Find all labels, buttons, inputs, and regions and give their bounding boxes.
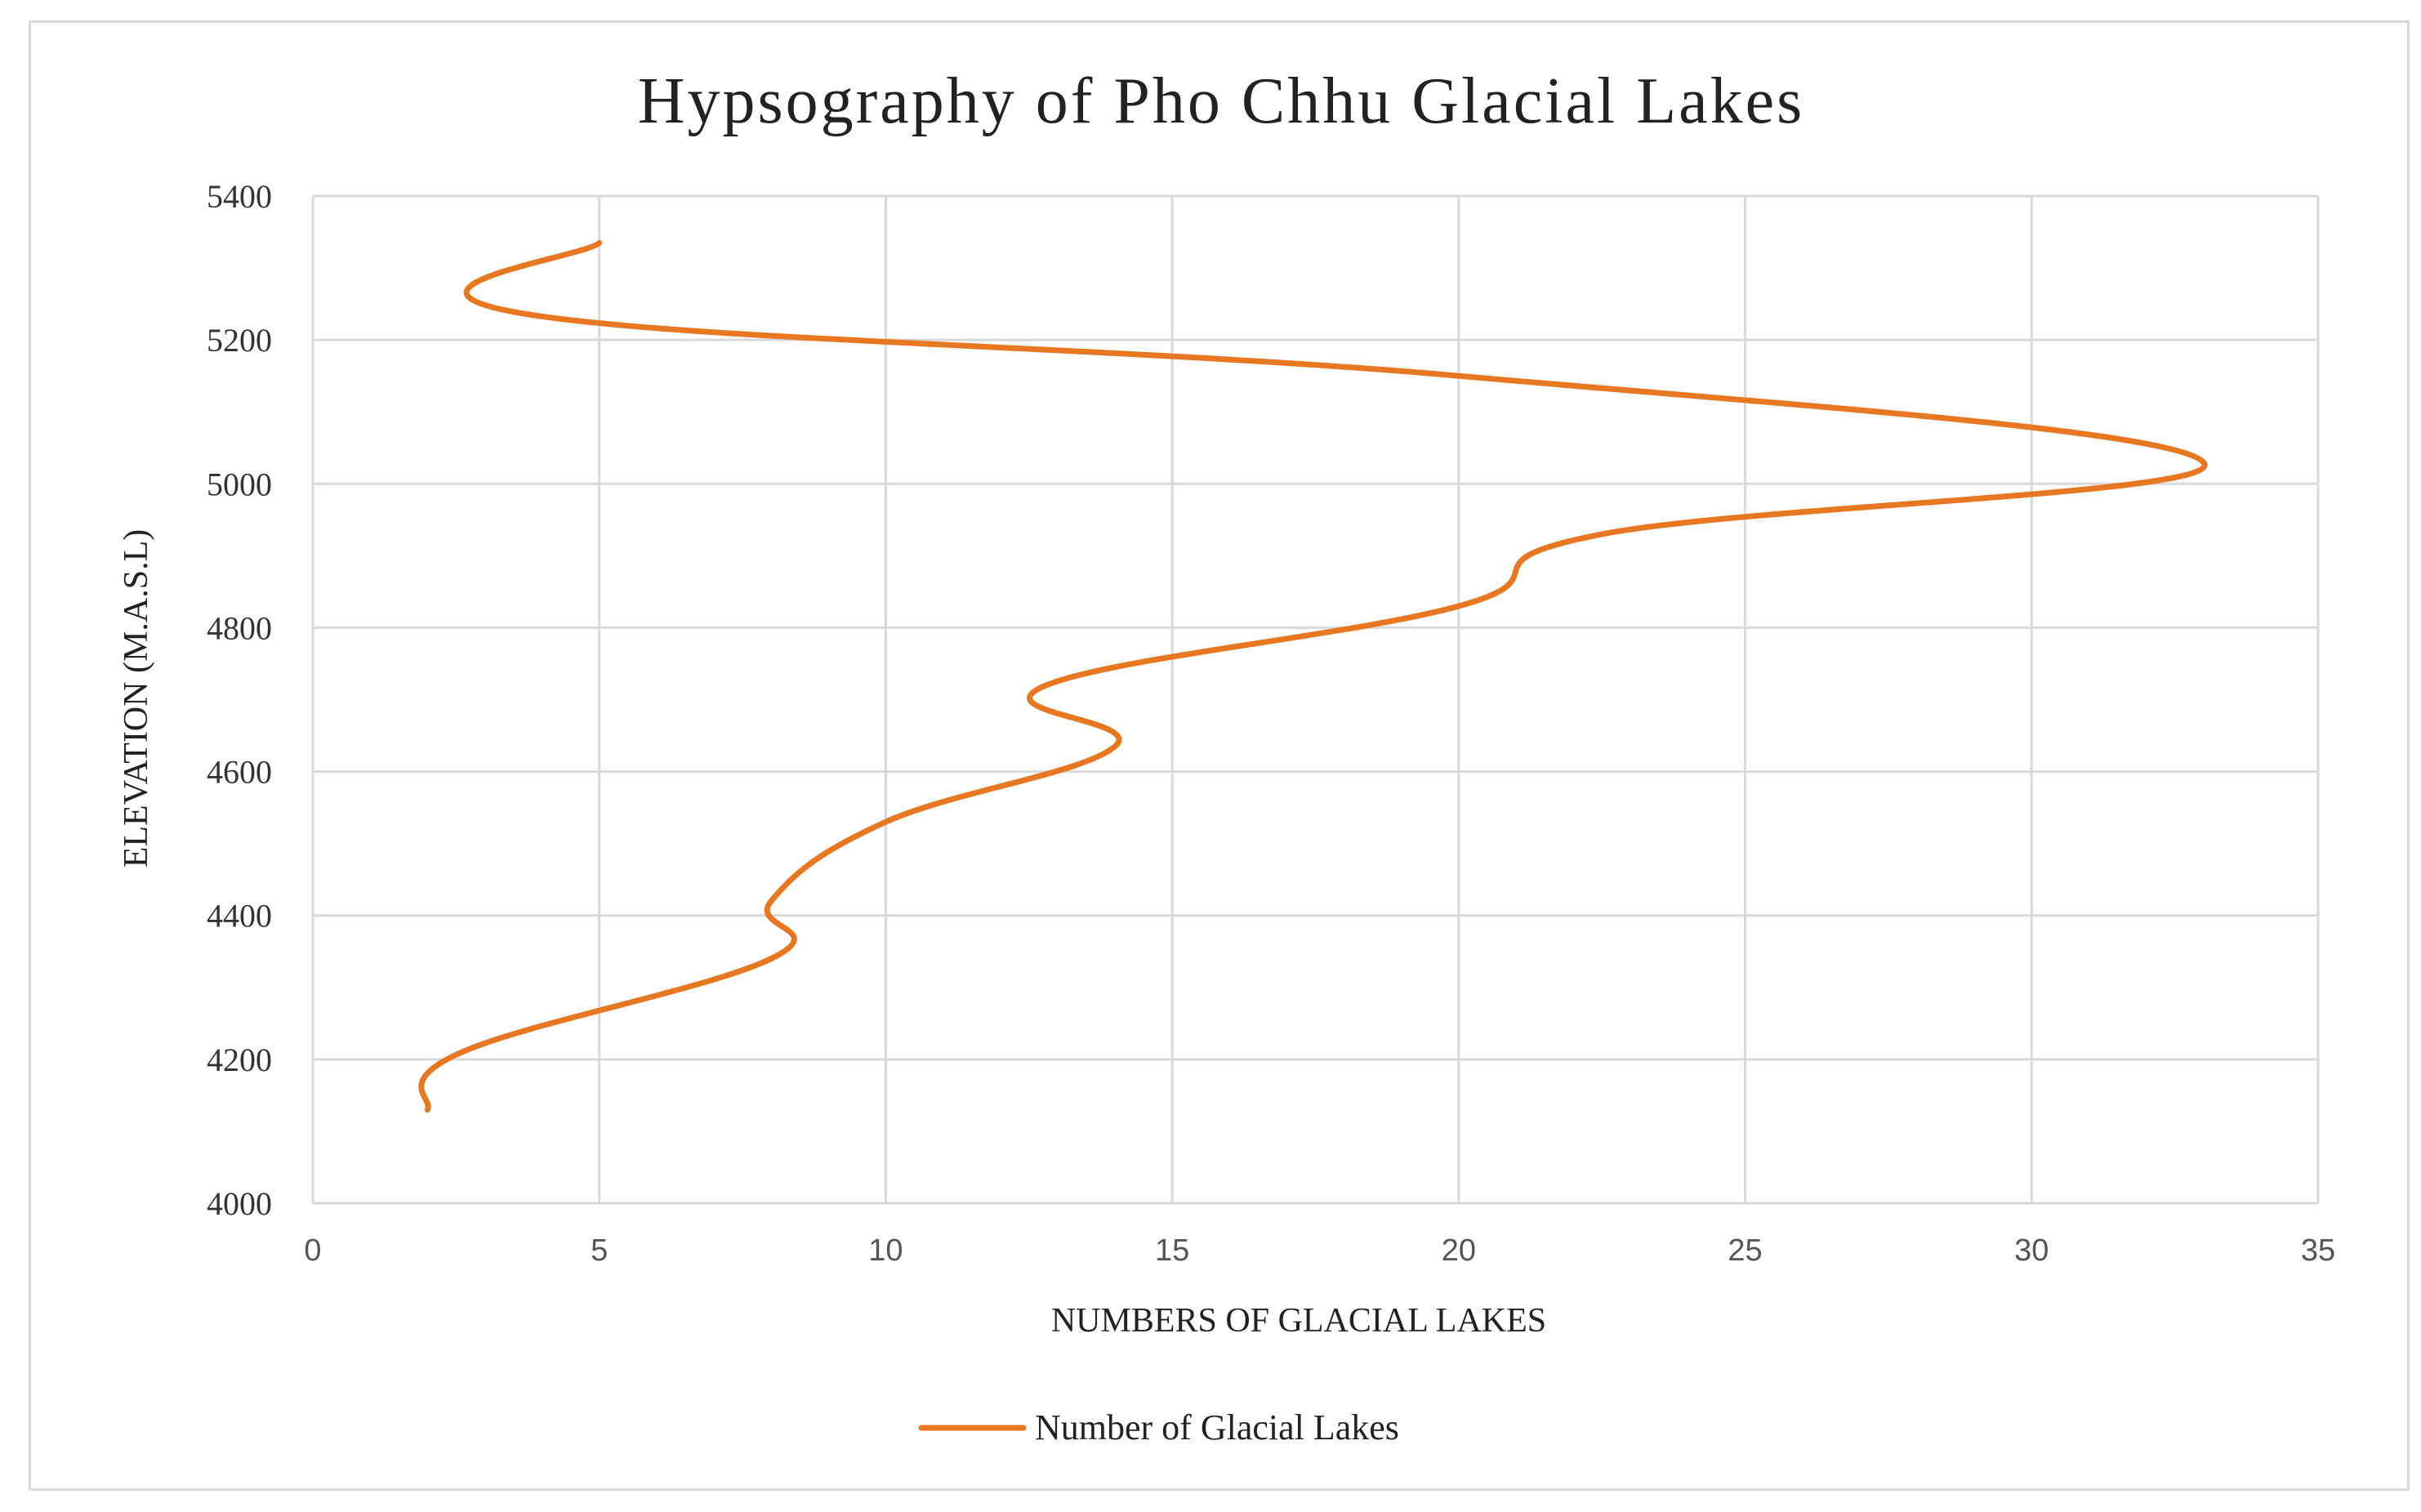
chart-title: Hypsography of Pho Chhu Glacial Lakes [638,65,1805,137]
y-tick-label: 5000 [207,466,272,502]
y-tick-label: 4400 [207,898,272,934]
y-tick-label: 4000 [207,1185,272,1222]
x-tick-label: 20 [1442,1233,1476,1268]
y-tick-labels: 4000 4200 4400 4600 4800 5000 5200 5400 [207,178,272,1222]
y-axis-label: ELEVATION (M.A.S.L) [118,529,155,868]
y-tick-label: 5200 [207,322,272,359]
x-tick-label: 30 [2014,1233,2049,1268]
x-axis-label: NUMBERS OF GLACIAL LAKES [1051,1302,1546,1340]
series-layer [418,239,2208,1113]
x-tick-label: 10 [868,1233,903,1268]
grid-layer [311,194,2320,1205]
chart-frame [29,20,2410,1491]
y-tick-label: 4600 [207,754,272,791]
x-tick-label: 35 [2301,1233,2335,1268]
series-line [418,239,2208,1113]
y-tick-label: 5400 [207,178,272,215]
x-tick-label: 15 [1155,1233,1189,1268]
y-tick-label: 4800 [207,609,272,646]
x-tick-label: 25 [1728,1233,1762,1268]
x-tick-label: 0 [304,1233,321,1268]
y-tick-label: 4200 [207,1041,272,1078]
x-tick-labels: 0 5 10 15 20 25 30 35 [304,1233,2335,1268]
legend: Number of Glacial Lakes [918,1407,1399,1447]
legend-label: Number of Glacial Lakes [1035,1407,1399,1447]
x-tick-label: 5 [591,1233,608,1268]
